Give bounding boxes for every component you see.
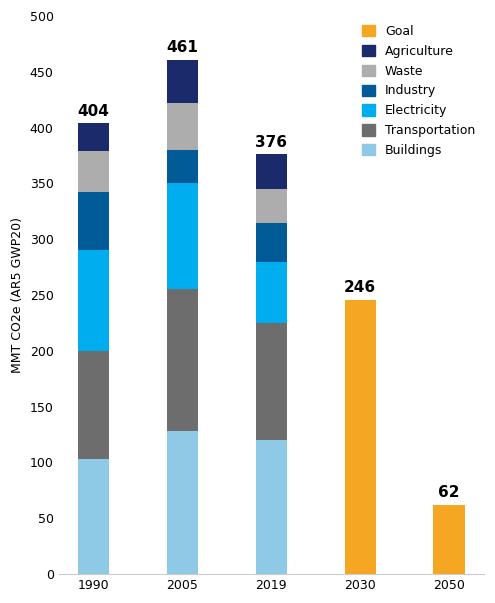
Y-axis label: MMT CO2e (AR5 GWP20): MMT CO2e (AR5 GWP20) [11, 217, 24, 373]
Bar [167, 289, 198, 431]
Bar [255, 440, 287, 574]
Bar [255, 262, 287, 323]
Bar [167, 60, 198, 103]
Bar [255, 223, 287, 262]
Bar [78, 351, 109, 459]
Bar [167, 431, 198, 574]
Bar [78, 123, 109, 151]
Bar [167, 103, 198, 150]
Text: 461: 461 [166, 40, 198, 55]
Text: 376: 376 [255, 135, 287, 150]
Text: 62: 62 [438, 485, 460, 500]
Bar [255, 189, 287, 223]
Bar [345, 300, 376, 574]
Bar [255, 154, 287, 189]
Text: 246: 246 [344, 280, 376, 295]
Legend: Goal, Agriculture, Waste, Industry, Electricity, Transportation, Buildings: Goal, Agriculture, Waste, Industry, Elec… [357, 20, 480, 162]
Bar [167, 150, 198, 183]
Bar [255, 323, 287, 440]
Bar [78, 250, 109, 351]
Bar [167, 183, 198, 289]
Text: 404: 404 [78, 104, 109, 119]
Bar [78, 192, 109, 250]
Bar [78, 459, 109, 574]
Bar [434, 505, 464, 574]
Bar [78, 151, 109, 192]
